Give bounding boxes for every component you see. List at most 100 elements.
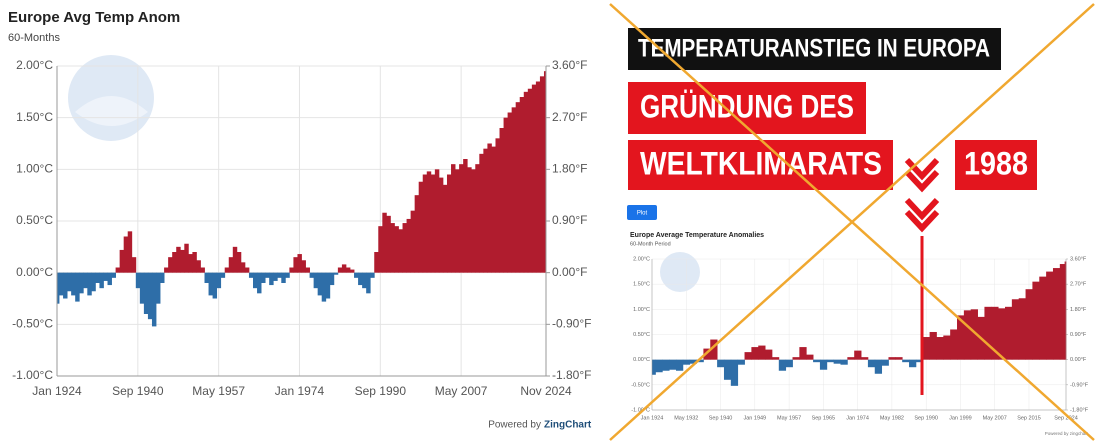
area-segment — [765, 349, 773, 360]
area-segment — [475, 164, 480, 273]
area-segment — [131, 257, 137, 273]
overlay-line: WELTKLIMARATS — [640, 145, 882, 181]
area-segment — [888, 357, 896, 360]
x-tick-label: Jan 1974 — [846, 415, 869, 421]
area-segment — [156, 272, 161, 304]
area-segment — [682, 359, 691, 365]
area-segment — [535, 81, 541, 273]
area-segment — [180, 249, 185, 273]
area-segment — [188, 254, 193, 273]
plot-button[interactable] — [627, 205, 657, 220]
area-segment — [418, 181, 424, 273]
area-segment — [442, 184, 448, 273]
area-segment — [909, 359, 917, 368]
area-segment — [792, 357, 800, 360]
y2-tick-label: 2.70°F — [552, 110, 587, 124]
x-tick-label: May 1957 — [192, 384, 245, 398]
y-tick-label: 0.50°C — [633, 332, 650, 338]
area-segment — [147, 272, 153, 320]
area-segment — [771, 357, 780, 360]
y2-tick-label: -1.80°F — [552, 368, 591, 382]
area-segment — [523, 91, 529, 273]
chart-title: Europe Avg Temp Anom — [8, 9, 180, 26]
area-segment — [67, 272, 72, 292]
area-segment — [806, 354, 814, 360]
area-segment — [71, 272, 76, 296]
area-segment — [57, 272, 60, 304]
area-segment — [1064, 261, 1067, 360]
area-segment — [362, 272, 367, 289]
area-segment — [83, 272, 88, 289]
y-tick-label: -0.50°C — [631, 382, 650, 388]
area-segment — [426, 171, 432, 273]
y-tick-label: 1.00°C — [16, 162, 53, 176]
area-segment — [463, 159, 468, 273]
chart-subtitle: 60-Month Period — [630, 241, 671, 247]
area-segment — [103, 272, 108, 281]
area-segment — [527, 88, 533, 273]
area-segment — [446, 174, 452, 273]
area-segment — [984, 306, 992, 360]
area-segment — [410, 210, 416, 273]
area-segment — [751, 347, 759, 360]
area-segment — [710, 339, 718, 360]
y-tick-label: -0.50°C — [12, 317, 53, 331]
text-box — [955, 140, 1037, 190]
chart-subtitle: 60-Months — [8, 32, 60, 44]
area-segment — [273, 272, 278, 281]
area-segment — [398, 229, 403, 273]
area-segment — [543, 71, 547, 273]
x-tick-label: Jan 1924 — [32, 384, 82, 398]
area-segment — [321, 272, 327, 302]
area-segment — [337, 267, 343, 273]
area-segment — [313, 272, 319, 289]
area-segment — [519, 97, 525, 273]
x-tick-label: Nov 2024 — [520, 384, 572, 398]
area-segment — [164, 267, 169, 273]
x-tick-label: Jan 1999 — [949, 415, 972, 421]
area-segment — [491, 146, 496, 273]
area-segment — [325, 272, 331, 299]
x-tick-label: Jan 1974 — [275, 384, 325, 398]
area-segment — [301, 260, 306, 273]
area-segment — [451, 164, 456, 273]
area-segment — [459, 164, 464, 273]
area-segment — [874, 359, 883, 374]
logo-circle — [660, 252, 700, 292]
area-segment — [253, 272, 258, 289]
area-segment — [479, 153, 484, 273]
overlay-line: GRÜNDUNG DES — [640, 88, 854, 124]
y-tick-label: 1.50°C — [633, 282, 650, 288]
area-segment — [689, 359, 697, 364]
area-segment — [902, 359, 910, 363]
headline: TEMPERATURANSTIEG IN EUROPA — [638, 35, 990, 63]
area-segment — [293, 257, 298, 273]
y2-tick-label: 0.00°F — [552, 265, 587, 279]
area-segment — [813, 359, 821, 363]
area-segment — [232, 246, 238, 273]
area-segment — [87, 272, 92, 296]
area-segment — [289, 267, 294, 273]
y2-tick-label: 1.80°F — [552, 162, 587, 176]
x-tick-label: Sep 2024 — [1054, 415, 1078, 421]
area-segment — [329, 272, 335, 286]
area-segment — [922, 337, 930, 360]
y2-tick-label: 0.90°F — [1070, 332, 1087, 338]
area-segment — [317, 272, 323, 296]
x-tick-label: May 2007 — [435, 384, 488, 398]
area-segment — [127, 231, 133, 273]
area-segment — [265, 272, 270, 278]
area-segment — [59, 272, 64, 296]
area-segment — [91, 272, 96, 292]
credit-brand: ZingChart — [544, 420, 592, 431]
x-tick-label: Sep 2015 — [1017, 415, 1041, 421]
y2-tick-label: 0.90°F — [552, 213, 587, 227]
noaa-logo — [68, 55, 700, 292]
area-segment — [176, 246, 181, 273]
text-box — [628, 82, 866, 134]
area-segment — [370, 272, 375, 278]
x-tick-label: Sep 1940 — [709, 415, 733, 421]
area-segment — [1032, 281, 1040, 360]
area-segment — [717, 359, 725, 368]
